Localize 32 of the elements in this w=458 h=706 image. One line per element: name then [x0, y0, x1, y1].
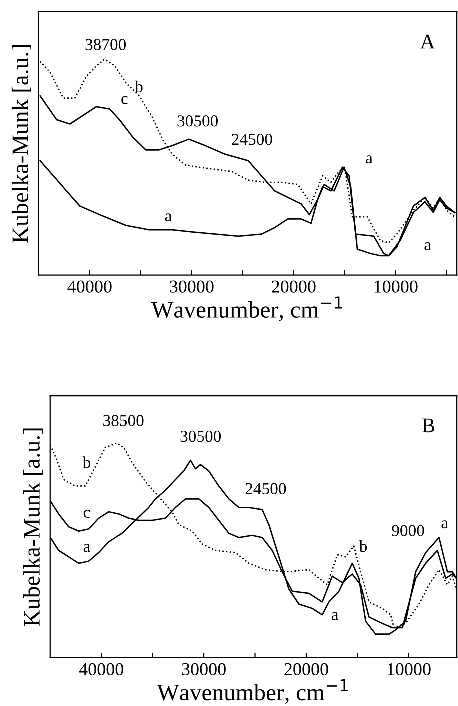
- text: 38500: [104, 415, 144, 426]
- text: 30500: [180, 430, 222, 442]
- annotation: 30500: [178, 116, 218, 127]
- x-tick-label: 10000: [388, 663, 431, 676]
- annotation: 9000: [392, 525, 424, 536]
- y-axis-title: Kubelka-Munk [a.u.]: [23, 428, 43, 626]
- annotation: 24500: [246, 483, 286, 495]
- chart-title: A: [420, 34, 436, 49]
- x-axis-title: Wavenumber, cm$^{−1}$: [157, 679, 348, 704]
- annotation: a: [424, 242, 432, 251]
- annotation: a: [165, 214, 172, 222]
- annotation: b: [135, 80, 143, 93]
- annotation: c: [122, 96, 128, 104]
- x-tick-label: 20000: [284, 663, 328, 676]
- annotation: 24500: [232, 134, 272, 146]
- annotation: b: [359, 540, 368, 552]
- annotation: c: [84, 510, 90, 518]
- y-axis-title: Kubelka-Munk [a.u.]: [12, 45, 32, 243]
- x-tick-label: 40000: [79, 663, 124, 676]
- x-tick-label: 40000: [68, 280, 112, 293]
- x-tick-label: 20000: [272, 280, 316, 293]
- annotation: a: [366, 156, 373, 164]
- x-tick-label: 30000: [170, 280, 214, 293]
- text: 38700: [86, 39, 126, 50]
- x-axis-title: Wavenumber, cm$^{−1}$: [151, 296, 342, 322]
- chart-title: B: [422, 418, 435, 433]
- annotation: a: [332, 612, 339, 620]
- annotation: b: [82, 456, 91, 468]
- x-tick-label: 10000: [374, 280, 418, 293]
- annotation: a: [84, 544, 90, 552]
- x-tick-label: 30000: [182, 663, 226, 676]
- annotation: a: [442, 520, 448, 529]
